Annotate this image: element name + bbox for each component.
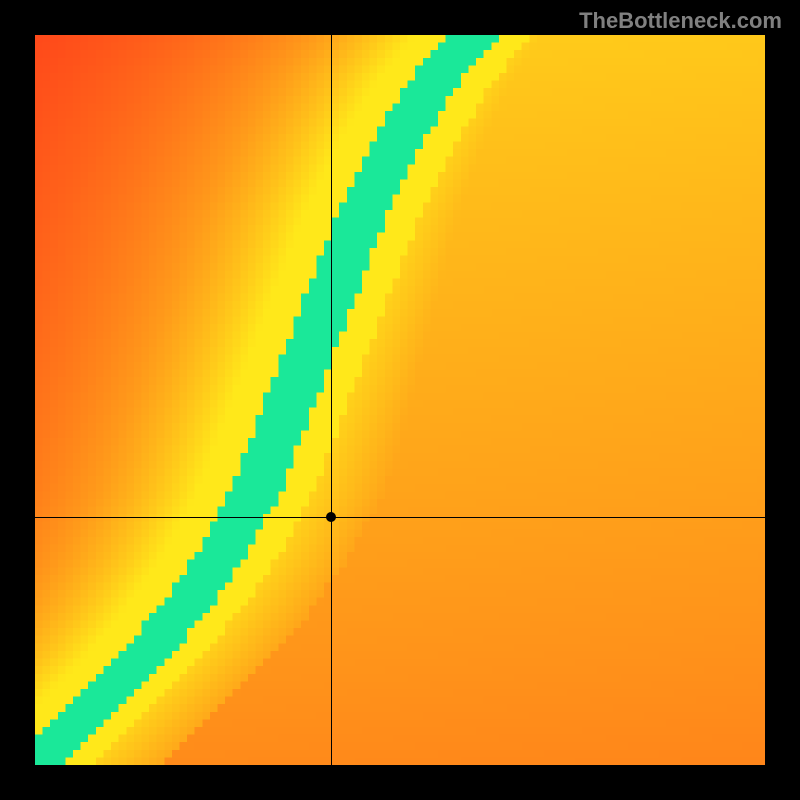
heatmap-canvas: [35, 35, 765, 765]
chart-container: TheBottleneck.com: [0, 0, 800, 800]
heatmap-plot: [35, 35, 765, 765]
watermark-text: TheBottleneck.com: [579, 8, 782, 34]
crosshair-horizontal: [35, 517, 765, 518]
marker-dot: [326, 512, 336, 522]
crosshair-vertical: [331, 35, 332, 765]
